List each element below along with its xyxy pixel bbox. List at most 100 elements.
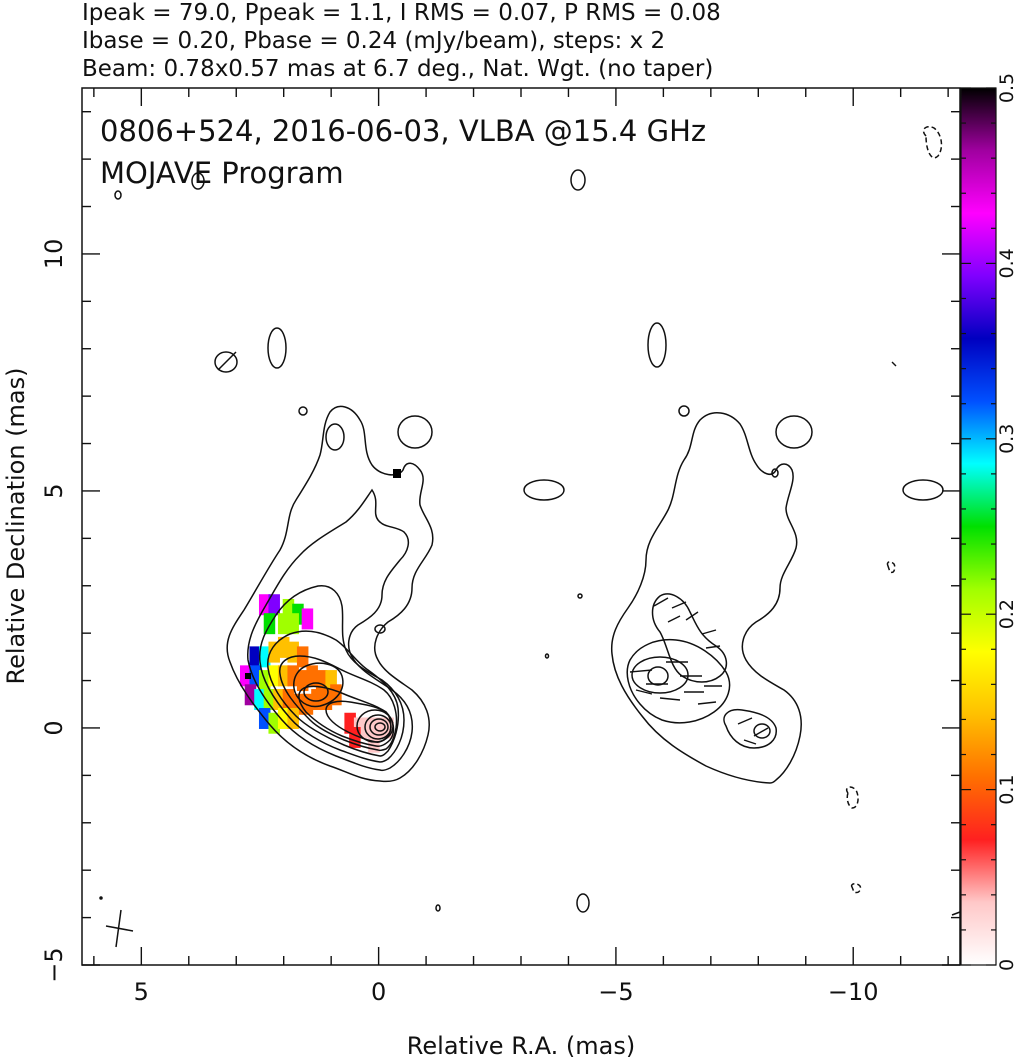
pol-pixel-8 bbox=[249, 646, 261, 668]
colorbar-tick-label: 0 bbox=[996, 959, 1018, 971]
plot-area: 5 0 −5 −10 −5 0 5 10 bbox=[40, 87, 961, 1006]
x-tick-label: −10 bbox=[828, 978, 879, 1006]
pcontour-dashed-2 bbox=[845, 786, 859, 809]
contour-11 bbox=[374, 722, 386, 732]
pol-pixel-20 bbox=[296, 670, 309, 692]
pol-pixel-32 bbox=[320, 689, 333, 711]
pol-pixel-19 bbox=[287, 665, 299, 687]
x-tick-label: 0 bbox=[371, 978, 386, 1006]
pol-pixel-22 bbox=[315, 670, 328, 692]
pol-pixel-13 bbox=[296, 646, 309, 668]
contour-blob-8 bbox=[374, 624, 386, 634]
pcontour-blob-5 bbox=[902, 479, 944, 501]
contour-8 bbox=[356, 709, 394, 743]
contour-outer bbox=[226, 405, 434, 783]
header-line-3: Beam: 0.78x0.57 mas at 6.7 deg., Nat. Wg… bbox=[82, 56, 713, 82]
pcontour-core-2 bbox=[631, 656, 689, 694]
pcontour-blob-1 bbox=[647, 322, 667, 368]
pol-pixel-5 bbox=[263, 613, 276, 635]
x-tick-label: −5 bbox=[598, 978, 633, 1006]
colorbar-tick-label: 0.3 bbox=[996, 424, 1018, 454]
contour-blob-11 bbox=[576, 893, 590, 913]
pol-pixel-40 bbox=[363, 717, 375, 739]
colorbar-gradient bbox=[961, 88, 996, 965]
beam-marker bbox=[99, 896, 961, 948]
contour-blob-10 bbox=[570, 169, 586, 191]
pol-pixel-25 bbox=[254, 689, 266, 711]
y-tick-label: 5 bbox=[40, 483, 68, 498]
pol-pixel-37 bbox=[287, 708, 299, 729]
plot-frame bbox=[81, 87, 961, 966]
pcontour-knot-2 bbox=[753, 723, 771, 739]
pol-pixel-31 bbox=[311, 689, 323, 711]
y-tick-label: 10 bbox=[40, 239, 68, 270]
contour-blob-6 bbox=[191, 172, 205, 190]
contour-blob-4 bbox=[298, 406, 308, 416]
pol-pixel-24 bbox=[244, 684, 257, 706]
y-axis-label: Relative Declination (mas) bbox=[2, 367, 30, 684]
colorbar-tick-label: 0.2 bbox=[996, 599, 1018, 629]
contour-9 bbox=[364, 714, 392, 740]
pol-pixel-33 bbox=[330, 684, 342, 706]
y-tick-label: 0 bbox=[40, 720, 68, 735]
contour-blob-7 bbox=[114, 190, 122, 200]
evpa-vector-1 bbox=[217, 351, 237, 371]
pol-pixel-28 bbox=[282, 689, 295, 711]
x-axis-label: Relative R.A. (mas) bbox=[407, 1032, 635, 1060]
axis-ticks: 5 0 −5 −10 −5 0 5 10 bbox=[40, 88, 960, 1006]
colorbar-tick-label: 0.5 bbox=[996, 73, 1018, 103]
header-line-2: Ibase = 0.20, Pbase = 0.24 (mJy/beam), s… bbox=[82, 28, 665, 54]
y-tick-label: −5 bbox=[40, 947, 68, 982]
pol-pixel-18 bbox=[277, 665, 290, 687]
pcontour-knot bbox=[723, 708, 777, 749]
pol-pixel-2 bbox=[282, 598, 295, 620]
colorbar-tick-label: 0.4 bbox=[996, 248, 1018, 278]
pcontour-core bbox=[626, 638, 731, 724]
contour-4 bbox=[267, 630, 400, 757]
pcontour-dashed-1 bbox=[922, 125, 943, 159]
pcontour-blob-2 bbox=[678, 405, 690, 417]
plot-title-line-2: MOJAVE Program bbox=[100, 156, 344, 190]
pol-pixel-38 bbox=[344, 712, 356, 734]
contour-5 bbox=[279, 655, 398, 752]
evpa-vectors bbox=[629, 361, 897, 745]
pol-pixel-7 bbox=[287, 613, 299, 635]
pcontour-dashed-3 bbox=[850, 883, 862, 894]
contour-blob-5 bbox=[214, 351, 238, 373]
pol-pixel-29 bbox=[292, 693, 304, 715]
polarized-contours bbox=[610, 125, 944, 894]
pcontour-core-3 bbox=[647, 666, 669, 686]
contour-blob-1 bbox=[325, 423, 345, 451]
pol-pixel-21 bbox=[306, 665, 318, 687]
contour-blob-9 bbox=[523, 479, 565, 501]
pol-pixel-1 bbox=[268, 594, 280, 616]
contour-3 bbox=[258, 585, 405, 763]
colorbar-frame bbox=[960, 87, 997, 966]
pol-pixel-15 bbox=[249, 665, 261, 687]
contour-blob-13 bbox=[544, 653, 550, 659]
contour-6 bbox=[298, 685, 395, 747]
pol-pixel-4 bbox=[301, 608, 314, 630]
header-line-1: Ipeak = 79.0, Ppeak = 1.1, I RMS = 0.07,… bbox=[82, 0, 721, 26]
pol-pixel-black bbox=[393, 469, 401, 478]
pol-pixel-27 bbox=[273, 689, 285, 711]
colorbar-tick-label: 0.1 bbox=[996, 774, 1018, 804]
pol-pixel-26 bbox=[263, 689, 276, 711]
pol-pixel-10 bbox=[268, 641, 280, 663]
pcontour-blob-3 bbox=[775, 415, 813, 449]
contour-7 bbox=[325, 700, 392, 743]
plot-title-line-1: 0806+524, 2016-06-03, VLBA @15.4 GHz bbox=[100, 114, 706, 148]
contour-blob-3 bbox=[267, 327, 287, 369]
pol-pixel-41 bbox=[372, 717, 385, 739]
contour-blob-2 bbox=[397, 415, 433, 449]
pol-pixel-black-2 bbox=[245, 673, 251, 679]
pol-pixel-11 bbox=[277, 636, 290, 658]
pol-pixel-9 bbox=[258, 646, 271, 668]
pol-pixel-17 bbox=[268, 665, 280, 687]
colorbar: 0 0.1 0.2 0.3 0.4 0.5 bbox=[960, 73, 1018, 971]
x-tick-label: 5 bbox=[134, 978, 149, 1006]
pcontour-dashed-4 bbox=[886, 561, 896, 574]
pcontour-blob-4 bbox=[771, 468, 779, 478]
